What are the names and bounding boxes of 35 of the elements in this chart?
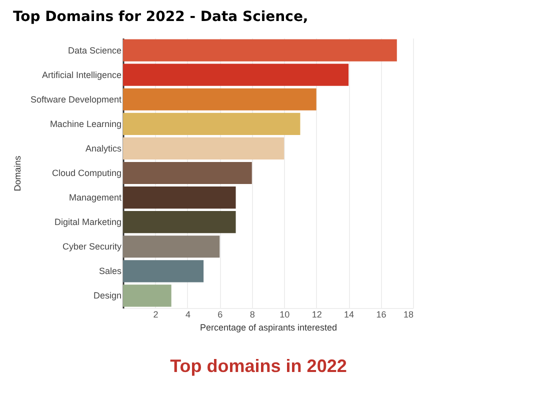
y-tick-label: Artificial Intelligence: [42, 70, 122, 80]
y-tick-label: Digital Marketing: [54, 217, 122, 228]
y-tick-label: Sales: [98, 266, 122, 276]
y-tick-label: Software Development: [30, 94, 122, 104]
x-tick-label: 4: [185, 310, 190, 320]
y-axis-title: Domains: [12, 155, 22, 192]
bar: [123, 186, 236, 209]
bar: [123, 211, 236, 234]
chart-title: Top Domains for 2022 - Data Science,: [12, 9, 308, 25]
bar: [123, 162, 252, 184]
x-tick-label: 16: [376, 310, 386, 320]
y-tick-label: Design: [93, 290, 122, 301]
bar: [123, 236, 220, 258]
x-tick-label: 6: [218, 310, 223, 320]
x-tick-label: 2: [153, 310, 158, 320]
x-tick-label: 8: [250, 310, 255, 320]
bar: [123, 112, 300, 135]
y-tick-label: Cyber Security: [62, 242, 122, 252]
y-tick-label: Analytics: [85, 143, 122, 154]
text: Top domains in 2022: [169, 356, 348, 377]
bar: [123, 137, 284, 160]
y-tick-label: Data Science: [68, 45, 122, 56]
y-tick-label: Cloud Computing: [52, 168, 122, 178]
x-axis-title: Percentage of aspirants interested: [200, 322, 338, 332]
bar: [123, 39, 397, 62]
x-tick-label: 12: [312, 310, 322, 320]
bar: [123, 260, 204, 282]
y-tick-label: Machine Learning: [50, 118, 122, 129]
x-tick-label: 10: [280, 310, 290, 320]
bar: [123, 64, 349, 86]
bar: [123, 88, 316, 110]
x-tick-label: 14: [344, 310, 354, 320]
x-tick-label: 18: [403, 310, 414, 320]
y-tick-label: Management: [68, 192, 122, 203]
bar: [123, 284, 172, 307]
